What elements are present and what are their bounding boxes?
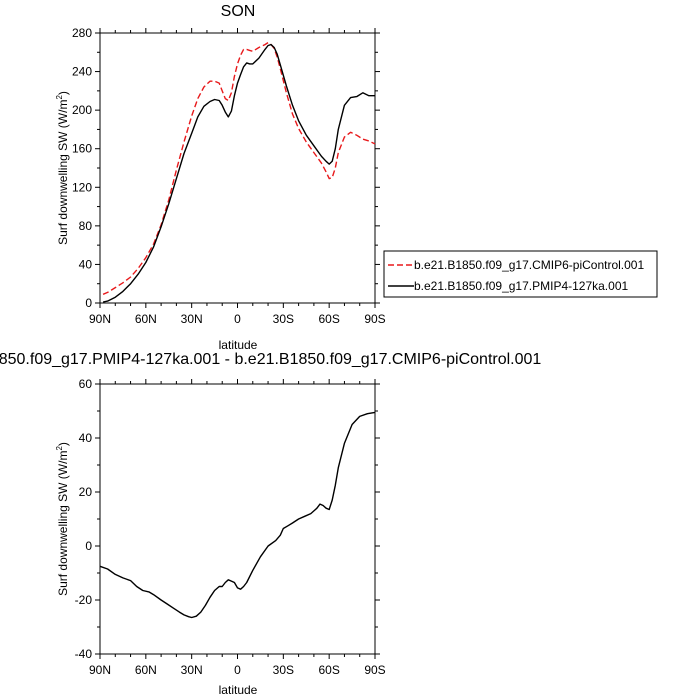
y-tick-label: 240: [72, 65, 92, 79]
top-y-tick-labels: 0 40 80 120 160 200 240 280: [72, 26, 92, 310]
y-tick-label: 0: [85, 296, 92, 310]
series-line-picontrol: [102, 41, 376, 295]
y-tick-label: 200: [72, 103, 92, 117]
bottom-series-lines: [99, 411, 376, 619]
x-tick-label: 90S: [364, 312, 385, 326]
y-tick-label: -20: [75, 593, 93, 607]
bottom-panel: b.e21.B1850.f09_g17.PMIP4-127ka.001 - b.…: [0, 351, 541, 697]
x-tick-label: 60S: [318, 312, 339, 326]
x-tick-label: 0: [234, 663, 241, 677]
top-x-axis-label: latitude: [219, 338, 258, 352]
top-chart-title: SON: [221, 3, 256, 20]
x-tick-label: 30N: [181, 312, 203, 326]
top-axis-ticks: [95, 28, 380, 308]
x-tick-label: 30S: [273, 663, 294, 677]
series-line-difference: [99, 411, 376, 619]
top-plot-frame: [99, 32, 376, 304]
y-tick-label: 40: [79, 431, 93, 445]
y-tick-label: -40: [75, 647, 93, 661]
x-tick-label: 30S: [273, 312, 294, 326]
bottom-y-tick-labels: -40 -20 0 20 40 60: [75, 377, 93, 661]
x-tick-label: 60N: [135, 663, 157, 677]
top-x-tick-labels: 90N 60N 30N 0 30S 60S 90S: [89, 312, 386, 326]
bottom-y-axis-label: Surf downwelling SW (W/m2): [55, 442, 70, 596]
y-tick-label: 40: [79, 257, 93, 271]
legend-label-127ka: b.e21.B1850.f09_g17.PMIP4-127ka.001: [414, 279, 628, 293]
series-line-127ka: [102, 43, 375, 303]
y-tick-label: 120: [72, 180, 92, 194]
legend-box: [383, 250, 658, 298]
legend-label-picontrol: b.e21.B1850.f09_g17.CMIP6-piControl.001: [414, 258, 644, 272]
top-series-lines: [102, 41, 376, 303]
y-tick-label: 160: [72, 142, 92, 156]
y-tick-label: 0: [85, 539, 92, 553]
bottom-chart-title: b.e21.B1850.f09_g17.PMIP4-127ka.001 - b.…: [0, 351, 541, 368]
bottom-x-axis-label: latitude: [219, 683, 258, 697]
x-tick-label: 90N: [89, 312, 111, 326]
bottom-plot-frame: [99, 383, 376, 655]
x-tick-label: 30N: [181, 663, 203, 677]
y-tick-label: 60: [79, 377, 93, 391]
y-tick-label: 20: [79, 485, 93, 499]
x-tick-label: 60S: [318, 663, 339, 677]
x-tick-label: 60N: [135, 312, 157, 326]
legend: b.e21.B1850.f09_g17.CMIP6-piControl.001 …: [383, 250, 658, 298]
y-tick-label: 80: [79, 219, 93, 233]
top-y-axis-label: Surf downwelling SW (W/m2): [55, 91, 70, 245]
top-panel: SON 90N 60N 30N 0 30S 60S 90S 0 40 80 120 160 200 24…: [55, 3, 386, 352]
y-tick-label: 280: [72, 26, 92, 40]
bottom-axis-ticks: [95, 379, 380, 659]
x-tick-label: 90N: [89, 663, 111, 677]
bottom-x-tick-labels: 90N 60N 30N 0 30S 60S 90S: [89, 663, 386, 677]
x-tick-label: 90S: [364, 663, 385, 677]
x-tick-label: 0: [234, 312, 241, 326]
